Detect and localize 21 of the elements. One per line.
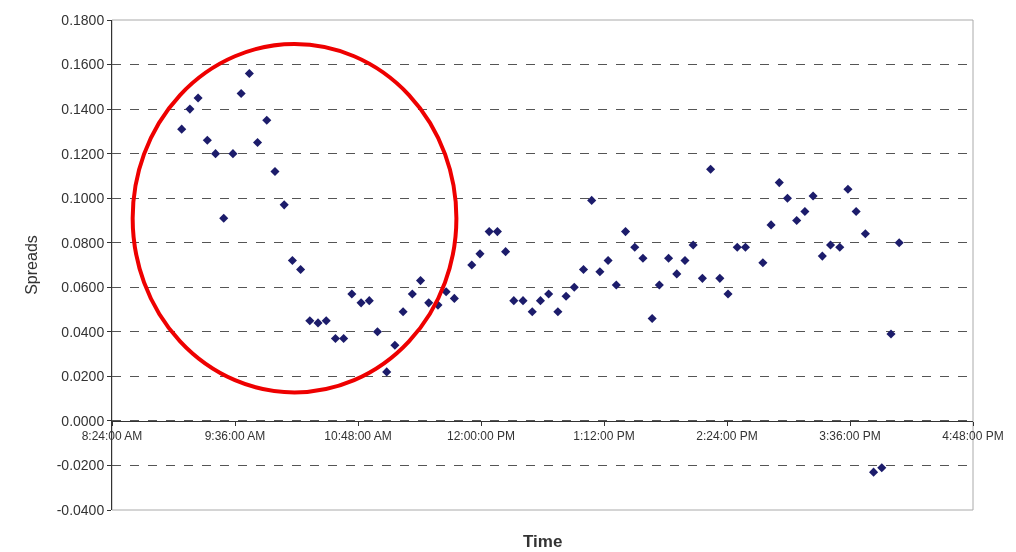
x-tick-label: 1:12:00 PM [573, 429, 635, 444]
y-tick-label: 0.1200 [61, 145, 105, 162]
x-tick-label: 9:36:00 AM [204, 429, 266, 444]
y-tick-label: 0.0600 [61, 279, 105, 296]
y-tick-label: 0.1800 [61, 11, 105, 28]
y-tick-label: -0.0200 [56, 457, 105, 474]
x-tick-label: 12:00:00 PM [446, 429, 516, 444]
x-tick-label: 2:24:00 PM [696, 429, 758, 444]
x-tick-label: 4:48:00 PM [942, 429, 1004, 444]
y-axis-title: Spreads [22, 235, 40, 295]
y-tick-label: 0.1600 [61, 56, 105, 73]
x-axis-title: Time [523, 532, 563, 551]
x-tick-label: 3:36:00 PM [819, 429, 881, 444]
y-tick-label: 0.0400 [61, 323, 105, 340]
y-tick-label: -0.0400 [56, 501, 105, 518]
y-tick-label: 0.1400 [61, 100, 105, 117]
y-tick-label: 0.0800 [61, 234, 105, 251]
y-tick-label: 0.0200 [61, 368, 105, 385]
y-tick-label: 0.0000 [61, 412, 105, 429]
y-tick-label: 0.1000 [61, 190, 105, 207]
x-tick-label: 10:48:00 AM [324, 429, 392, 444]
